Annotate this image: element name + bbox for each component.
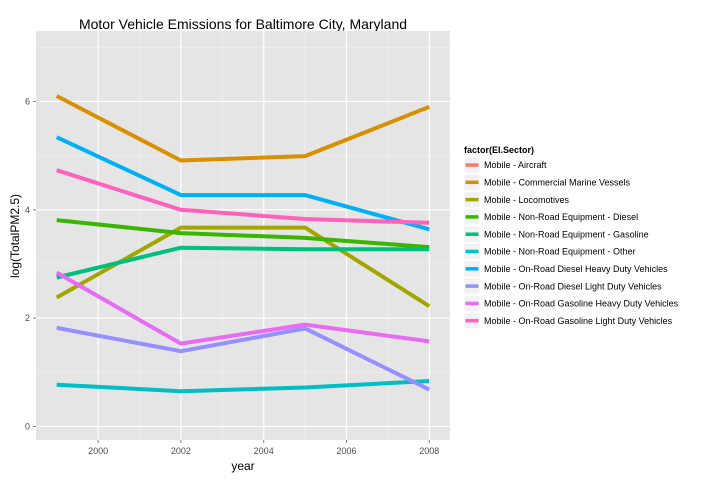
series-line-9 xyxy=(55,270,430,346)
legend-label: Mobile - Commercial Marine Vessels xyxy=(484,178,631,188)
series-line-2 xyxy=(55,94,431,163)
legend-label: Mobile - Locomotives xyxy=(484,195,570,205)
y-tick-label: 0 xyxy=(25,421,30,431)
y-tick-label: 6 xyxy=(25,96,30,106)
legend: Mobile - Aircraft Mobile - Commercial Mar… xyxy=(463,156,679,330)
series-lines xyxy=(55,94,431,394)
series-line-8 xyxy=(56,325,431,392)
chart-title: Motor Vehicle Emissions for Baltimore Ci… xyxy=(79,16,407,32)
series-line-7 xyxy=(55,135,430,232)
y-tick-label: 4 xyxy=(25,205,30,215)
x-tick-label: 2006 xyxy=(336,446,356,456)
legend-label: Mobile - Non-Road Equipment - Gasoline xyxy=(484,229,649,239)
y-tick-label: 2 xyxy=(25,313,30,323)
series-line-10 xyxy=(56,168,430,225)
x-axis-ticks: 2000 2002 2004 2006 2008 xyxy=(88,440,439,456)
series-line-5 xyxy=(56,245,430,280)
legend-label: Mobile - On-Road Diesel Light Duty Vehic… xyxy=(484,281,662,291)
x-tick-label: 2000 xyxy=(88,446,108,456)
legend-label: Mobile - On-Road Gasoline Light Duty Veh… xyxy=(484,316,673,326)
series-line-6 xyxy=(56,379,430,394)
x-tick-label: 2004 xyxy=(254,446,274,456)
x-axis-title: year xyxy=(231,459,254,473)
series-line-4 xyxy=(56,218,430,250)
x-tick-label: 2002 xyxy=(171,446,191,456)
legend-title: factor(EI.Sector) xyxy=(464,145,534,155)
legend-label: Mobile - On-Road Gasoline Heavy Duty Veh… xyxy=(484,299,679,309)
y-axis-title: log(TotalPM2.5) xyxy=(8,194,22,278)
x-tick-label: 2008 xyxy=(419,446,439,456)
y-axis-ticks: 0 2 4 6 xyxy=(25,96,36,431)
legend-label: Mobile - Aircraft xyxy=(484,160,547,170)
legend-label: Mobile - Non-Road Equipment - Other xyxy=(484,247,636,257)
legend-label: Mobile - On-Road Diesel Heavy Duty Vehic… xyxy=(484,264,668,274)
legend-label: Mobile - Non-Road Equipment - Diesel xyxy=(484,212,638,222)
